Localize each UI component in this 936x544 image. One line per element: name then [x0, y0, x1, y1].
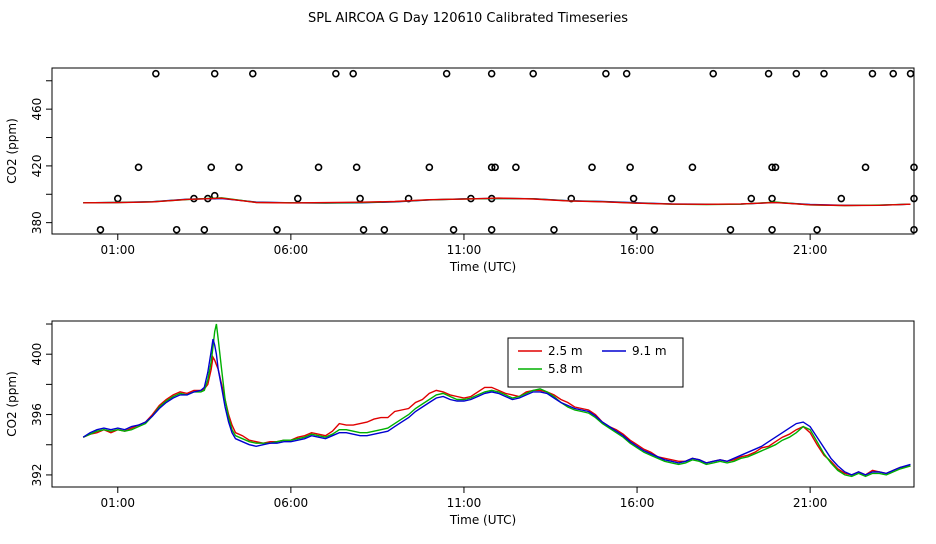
reference-point: [96, 225, 105, 234]
reference-point: [550, 225, 558, 234]
y-tick-label: 396: [30, 403, 44, 426]
series-line-25m: [83, 197, 911, 207]
reference-point: [906, 69, 915, 78]
y-tick-label: 400: [30, 343, 44, 366]
y-axis-label: CO2 (ppm): [5, 118, 19, 184]
reference-point: [210, 69, 219, 78]
x-tick-label: 11:00: [447, 496, 482, 510]
x-tick-label: 01:00: [100, 243, 135, 257]
reference-point: [487, 163, 496, 172]
series-line-58m: [82, 323, 911, 478]
reference-point: [861, 163, 870, 172]
figure-title: SPL AIRCOA G Day 120610 Calibrated Times…: [308, 11, 628, 26]
legend-box: [507, 337, 684, 388]
reference-point: [764, 69, 773, 78]
reference-point: [837, 194, 846, 203]
reference-point: [332, 69, 340, 78]
reference-point: [293, 194, 302, 203]
x-tick-label: 11:00: [447, 243, 482, 257]
plot-frame: [51, 320, 915, 488]
x-tick-label: 06:00: [274, 496, 309, 510]
reference-point: [667, 194, 676, 203]
reference-point: [442, 69, 451, 78]
x-tick-label: 16:00: [620, 496, 655, 510]
reference-point: [207, 163, 216, 172]
x-tick-label: 06:00: [274, 243, 309, 257]
reference-point: [726, 225, 735, 234]
y-tick-label: 392: [30, 463, 44, 486]
reference-point: [602, 69, 610, 78]
reference-point: [359, 225, 368, 234]
reference-point: [248, 69, 257, 78]
x-tick-label: 16:00: [620, 243, 655, 257]
x-tick-label: 21:00: [793, 496, 828, 510]
reference-point: [352, 163, 361, 172]
reference-point: [910, 163, 918, 172]
reference-point: [747, 194, 756, 203]
reference-point: [820, 69, 828, 78]
legend-label: 5.8 m: [548, 362, 583, 376]
reference-point: [235, 163, 243, 172]
reference-point: [910, 225, 918, 234]
x-tick-label: 01:00: [100, 496, 135, 510]
reference-point: [491, 163, 499, 172]
reference-point: [356, 194, 364, 203]
y-tick-label: 380: [30, 211, 44, 234]
plot-frame: [51, 67, 915, 235]
reference-point: [650, 225, 659, 234]
reference-point: [512, 163, 520, 172]
reference-point: [709, 69, 718, 78]
reference-point: [910, 194, 918, 203]
reference-point: [449, 225, 458, 234]
y-tick-label: 460: [30, 98, 44, 121]
reference-point: [380, 225, 389, 234]
reference-point: [629, 225, 638, 234]
series-line-91m: [82, 338, 911, 476]
reference-point: [529, 69, 537, 78]
reference-point: [487, 225, 496, 234]
reference-point: [588, 163, 596, 172]
reference-point: [349, 69, 357, 78]
reference-point: [768, 194, 776, 203]
reference-point: [113, 194, 122, 203]
reference-point: [629, 194, 638, 203]
series-line-25m: [82, 355, 911, 476]
reference-point: [314, 163, 323, 172]
reference-point: [792, 69, 801, 78]
x-tick-label: 21:00: [793, 243, 828, 257]
bottom-panel: 01:00 06:00 11:00 16:00 21:00 392 396 400 Time (…: [5, 320, 915, 527]
y-tick-label: 420: [30, 154, 44, 177]
reference-point: [622, 69, 631, 78]
top-panel: 01:00 06:00 11:00 16:00 21:00 380 420 460 Time (…: [5, 67, 918, 274]
reference-point: [768, 225, 776, 234]
reference-point: [626, 163, 634, 172]
reference-point: [771, 163, 780, 172]
reference-point: [889, 69, 898, 78]
reference-point: [200, 225, 209, 234]
reference-point: [152, 69, 160, 78]
reference-point: [172, 225, 181, 234]
legend-label: 2.5 m: [548, 344, 583, 358]
x-axis-label: Time (UTC): [449, 513, 516, 527]
legend-label: 9.1 m: [632, 344, 667, 358]
reference-point: [425, 163, 434, 172]
reference-point: [813, 225, 821, 234]
x-axis-label: Time (UTC): [449, 260, 516, 274]
reference-point: [868, 69, 877, 78]
y-axis-label: CO2 (ppm): [5, 371, 19, 437]
legend: 2.5 m 9.1 m 5.8 m: [507, 337, 684, 388]
reference-point: [273, 225, 281, 234]
reference-point: [768, 163, 776, 172]
reference-point: [688, 163, 697, 172]
reference-point: [487, 69, 496, 78]
reference-point: [134, 163, 143, 172]
